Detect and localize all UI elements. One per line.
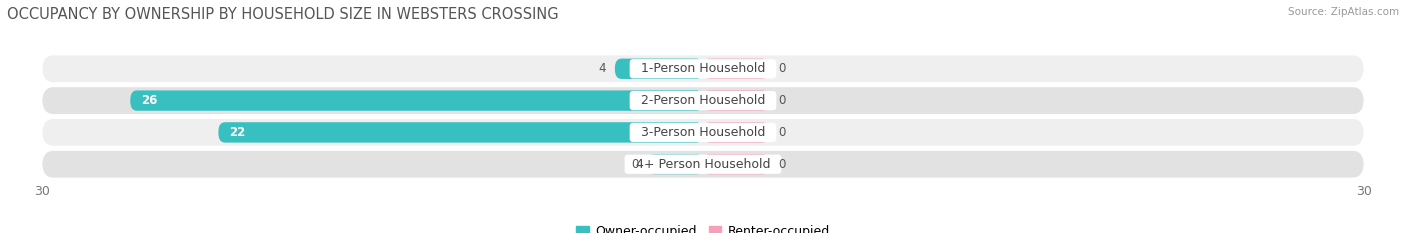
FancyBboxPatch shape bbox=[42, 151, 1364, 178]
FancyBboxPatch shape bbox=[42, 55, 1364, 82]
Text: 0: 0 bbox=[778, 62, 786, 75]
Text: Source: ZipAtlas.com: Source: ZipAtlas.com bbox=[1288, 7, 1399, 17]
Text: 26: 26 bbox=[141, 94, 157, 107]
FancyBboxPatch shape bbox=[648, 154, 703, 175]
Text: 0: 0 bbox=[778, 126, 786, 139]
Text: 0: 0 bbox=[631, 158, 640, 171]
FancyBboxPatch shape bbox=[703, 90, 769, 111]
Text: 4: 4 bbox=[599, 62, 606, 75]
FancyBboxPatch shape bbox=[42, 87, 1364, 114]
Text: 0: 0 bbox=[778, 158, 786, 171]
Text: OCCUPANCY BY OWNERSHIP BY HOUSEHOLD SIZE IN WEBSTERS CROSSING: OCCUPANCY BY OWNERSHIP BY HOUSEHOLD SIZE… bbox=[7, 7, 558, 22]
FancyBboxPatch shape bbox=[703, 154, 769, 175]
Legend: Owner-occupied, Renter-occupied: Owner-occupied, Renter-occupied bbox=[571, 220, 835, 233]
Text: 3-Person Household: 3-Person Household bbox=[633, 126, 773, 139]
Text: 2-Person Household: 2-Person Household bbox=[633, 94, 773, 107]
Text: 4+ Person Household: 4+ Person Household bbox=[627, 158, 779, 171]
FancyBboxPatch shape bbox=[42, 119, 1364, 146]
FancyBboxPatch shape bbox=[703, 122, 769, 143]
FancyBboxPatch shape bbox=[614, 58, 703, 79]
FancyBboxPatch shape bbox=[131, 90, 703, 111]
Text: 1-Person Household: 1-Person Household bbox=[633, 62, 773, 75]
FancyBboxPatch shape bbox=[703, 58, 769, 79]
FancyBboxPatch shape bbox=[218, 122, 703, 143]
Text: 0: 0 bbox=[778, 94, 786, 107]
Text: 22: 22 bbox=[229, 126, 246, 139]
